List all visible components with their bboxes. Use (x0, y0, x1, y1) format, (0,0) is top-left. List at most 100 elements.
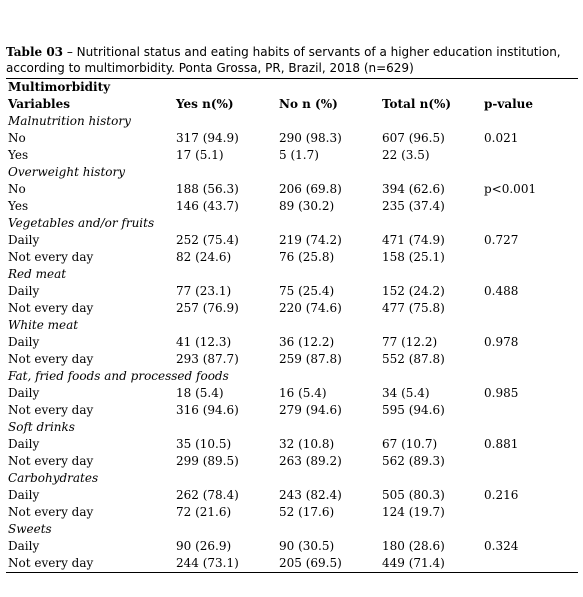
cell: 146 (43.7) (176, 199, 239, 213)
cell: 22 (3.5) (382, 148, 430, 162)
cell: 35 (10.5) (176, 437, 232, 451)
cell: 0.985 (484, 386, 519, 400)
empty-cell (174, 521, 277, 538)
empty-cell (482, 453, 578, 470)
empty-cell (482, 215, 578, 232)
cell: 90 (26.9) (176, 539, 232, 553)
section-row: Vegetables and/or fruits (6, 215, 578, 232)
cell: 299 (89.5) (176, 454, 239, 468)
cell: 18 (5.4) (176, 386, 224, 400)
cell: 41 (12.3) (176, 335, 232, 349)
section-title: Vegetables and/or fruits (8, 216, 155, 230)
cell: 89 (30.2) (279, 199, 335, 213)
cell: 259 (87.8) (279, 352, 342, 366)
cell: 16 (5.4) (279, 386, 327, 400)
section-row: White meat (6, 317, 578, 334)
section-row: Sweets (6, 521, 578, 538)
section-row: Malnutrition history (6, 113, 578, 130)
column-header: No n (%) (279, 97, 338, 111)
data-row: No 188 (56.3) 206 (69.8) 394 (62.6) p<0.001 (6, 181, 578, 198)
cell: 219 (74.2) (279, 233, 342, 247)
table: Multimorbidity Variables Yes n(%) No n (%)… (6, 79, 579, 573)
cell: 316 (94.6) (176, 403, 239, 417)
cell: 562 (89.3) (382, 454, 445, 468)
cell: 607 (96.5) (382, 131, 445, 145)
section-title: White meat (8, 318, 79, 332)
caption-label: Table 03 (6, 45, 64, 59)
empty-cell (380, 113, 482, 130)
column-header: Total n(%) (382, 97, 452, 111)
section-title: Overweight history (8, 165, 125, 179)
cell: 279 (94.6) (279, 403, 342, 417)
empty-cell (482, 266, 578, 283)
group-row: Multimorbidity (6, 79, 578, 96)
cell: 188 (56.3) (176, 182, 239, 196)
section-row: Fat, fried foods and processed foods (6, 368, 578, 385)
section-title: Malnutrition history (8, 114, 131, 128)
cell: 317 (94.9) (176, 131, 239, 145)
cell: 252 (75.4) (176, 233, 239, 247)
row-label: No (8, 182, 26, 196)
empty-cell (380, 470, 482, 487)
row-label: Not every day (8, 454, 94, 468)
data-row: Yes 146 (43.7) 89 (30.2) 235 (37.4) (6, 198, 578, 215)
empty-cell (482, 402, 578, 419)
data-row: Not every day 244 (73.1) 205 (69.5) 449 (71… (6, 555, 578, 573)
row-label: Not every day (8, 301, 94, 315)
row-label: Daily (8, 488, 40, 502)
data-row: Daily 41 (12.3) 36 (12.2) 77 (12.2) 0.978 (6, 334, 578, 351)
header-row: Variables Yes n(%) No n (%) Total n(%) p-val… (6, 96, 578, 113)
cell: 206 (69.8) (279, 182, 342, 196)
section-row: Overweight history (6, 164, 578, 181)
empty-cell (482, 198, 578, 215)
cell: 262 (78.4) (176, 488, 239, 502)
row-label: Daily (8, 386, 40, 400)
empty-cell (174, 470, 277, 487)
empty-cell (174, 266, 277, 283)
data-row: Not every day 316 (94.6) 279 (94.6) 595 (94… (6, 402, 578, 419)
empty-cell (380, 317, 482, 334)
column-header: Variables (8, 97, 70, 111)
empty-cell (482, 300, 578, 317)
row-label: Daily (8, 539, 40, 553)
empty-cell (482, 504, 578, 521)
cell: 477 (75.8) (382, 301, 445, 315)
empty-cell (174, 317, 277, 334)
row-label: Not every day (8, 556, 94, 570)
cell: 0.488 (484, 284, 519, 298)
data-row: Not every day 293 (87.7) 259 (87.8) 552 (87… (6, 351, 578, 368)
empty-cell (174, 164, 277, 181)
caption: Table 03 – Nutritional status and eating… (6, 44, 578, 79)
empty-cell (380, 521, 482, 538)
empty-cell (482, 419, 578, 436)
empty-cell (482, 555, 578, 573)
cell: 394 (62.6) (382, 182, 445, 196)
empty-cell (482, 164, 578, 181)
cell: 0.021 (484, 131, 519, 145)
cell: 77 (23.1) (176, 284, 232, 298)
cell: 0.881 (484, 437, 519, 451)
data-row: Daily 252 (75.4) 219 (74.2) 471 (74.9) 0.727 (6, 232, 578, 249)
empty-cell (277, 317, 380, 334)
table-body: Multimorbidity Variables Yes n(%) No n (%)… (6, 79, 578, 573)
empty-cell (380, 419, 482, 436)
row-label: Not every day (8, 352, 94, 366)
cell: 293 (87.7) (176, 352, 239, 366)
cell: 158 (25.1) (382, 250, 445, 264)
row-label: Daily (8, 284, 40, 298)
empty-cell (380, 266, 482, 283)
cell: 76 (25.8) (279, 250, 335, 264)
empty-cell (482, 368, 578, 385)
empty-cell (380, 368, 482, 385)
column-header: p-value (484, 97, 534, 111)
cell: 220 (74.6) (279, 301, 342, 315)
section-row: Soft drinks (6, 419, 578, 436)
cell: p<0.001 (484, 182, 537, 196)
cell: 36 (12.2) (279, 335, 335, 349)
cell: 505 (80.3) (382, 488, 445, 502)
empty-cell (277, 113, 380, 130)
empty-cell (482, 351, 578, 368)
row-label: Daily (8, 335, 40, 349)
cell: 290 (98.3) (279, 131, 342, 145)
